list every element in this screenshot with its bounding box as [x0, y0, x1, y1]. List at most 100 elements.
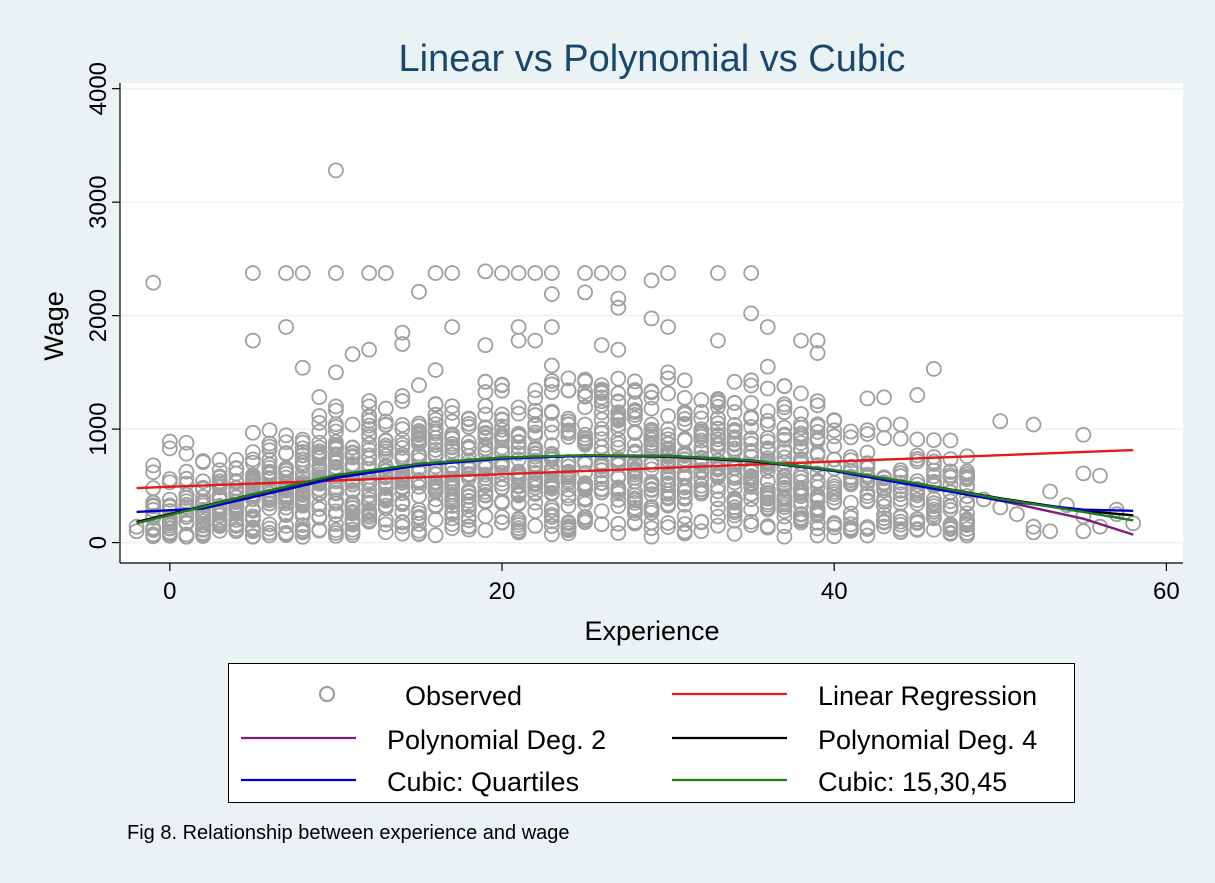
observed-point — [560, 498, 577, 515]
observed-point — [610, 451, 627, 468]
observed-point — [826, 422, 843, 439]
observed-point — [328, 162, 344, 179]
observed-point — [643, 389, 660, 406]
observed-point — [743, 435, 760, 452]
observed-point — [610, 491, 627, 508]
observed-point — [344, 448, 361, 465]
observed-point — [311, 501, 328, 517]
observed-point — [427, 473, 444, 490]
observed-point — [278, 460, 294, 477]
observed-point — [809, 465, 826, 482]
observed-point — [444, 426, 461, 443]
observed-point — [743, 408, 760, 425]
observed-point — [460, 521, 477, 538]
observed-point — [710, 500, 726, 517]
observed-point — [211, 479, 228, 496]
observed-point — [411, 436, 427, 452]
observed-point — [577, 426, 593, 443]
observed-point — [610, 404, 627, 421]
observed-point — [759, 442, 776, 459]
observed-point — [776, 419, 793, 436]
x-axis-label: Experience — [584, 616, 719, 646]
observed-point — [859, 455, 876, 471]
observed-point — [793, 493, 809, 510]
observed-point — [161, 474, 178, 491]
observed-point — [577, 480, 593, 497]
observed-point — [892, 516, 909, 533]
observed-point — [743, 491, 760, 507]
observed-point — [593, 404, 610, 421]
observed-point — [1075, 465, 1092, 482]
observed-point — [626, 373, 643, 390]
observed-point — [311, 415, 328, 431]
observed-point — [726, 373, 743, 390]
observed-point — [660, 265, 677, 281]
observed-point — [427, 527, 444, 544]
observed-point — [610, 265, 627, 281]
observed-point — [676, 445, 693, 462]
observed-point — [560, 370, 577, 387]
observed-point — [328, 450, 344, 467]
observed-point — [228, 473, 245, 489]
observed-point — [743, 265, 760, 281]
observed-point — [776, 378, 793, 395]
observed-point — [1092, 467, 1108, 484]
observed-point — [809, 488, 826, 505]
observed-point — [294, 517, 311, 534]
observed-point — [510, 439, 527, 456]
observed-point — [477, 522, 494, 539]
observed-point — [361, 421, 378, 437]
observed-point — [593, 503, 610, 520]
observed-point — [643, 426, 660, 443]
observed-point — [444, 510, 461, 527]
legend-key-linear-regression — [672, 692, 787, 696]
observed-point — [842, 505, 859, 522]
observed-point — [942, 463, 959, 480]
observed-point — [793, 506, 809, 523]
observed-point — [892, 478, 909, 495]
observed-point — [626, 502, 643, 519]
observed-point — [660, 319, 677, 335]
observed-point — [726, 424, 743, 440]
observed-point — [693, 439, 710, 456]
observed-point — [710, 265, 726, 281]
observed-point — [261, 471, 278, 488]
observed-point — [510, 487, 527, 504]
observed-point — [793, 440, 809, 457]
observed-point — [693, 410, 710, 427]
observed-point — [660, 408, 677, 424]
observed-point — [726, 440, 743, 457]
observed-point — [543, 384, 560, 401]
observed-point — [710, 415, 726, 432]
observed-point — [377, 500, 394, 517]
observed-point — [560, 465, 577, 482]
observed-point — [377, 265, 394, 281]
observed-point — [726, 470, 743, 487]
observed-point — [793, 487, 809, 504]
observed-point — [328, 419, 344, 435]
observed-point — [377, 491, 394, 508]
observed-point — [809, 505, 826, 521]
observed-point — [543, 518, 560, 534]
x-tick-label: 40 — [821, 578, 848, 605]
observed-point — [1025, 518, 1042, 535]
observed-point — [527, 517, 544, 534]
observed-point — [759, 380, 776, 397]
observed-point — [427, 498, 444, 515]
observed-point — [826, 519, 843, 536]
observed-point — [710, 478, 726, 495]
observed-point — [460, 497, 477, 514]
observed-point — [494, 418, 510, 435]
observed-point — [145, 457, 162, 474]
observed-point — [959, 496, 975, 512]
observed-point — [311, 423, 328, 440]
observed-point — [809, 393, 826, 410]
observed-point — [427, 362, 444, 378]
observed-point — [377, 417, 394, 434]
observed-point — [726, 435, 743, 452]
observed-point — [743, 377, 760, 394]
observed-point — [676, 490, 693, 507]
observed-point — [726, 491, 743, 508]
observed-point — [626, 492, 643, 509]
observed-point — [693, 392, 710, 408]
